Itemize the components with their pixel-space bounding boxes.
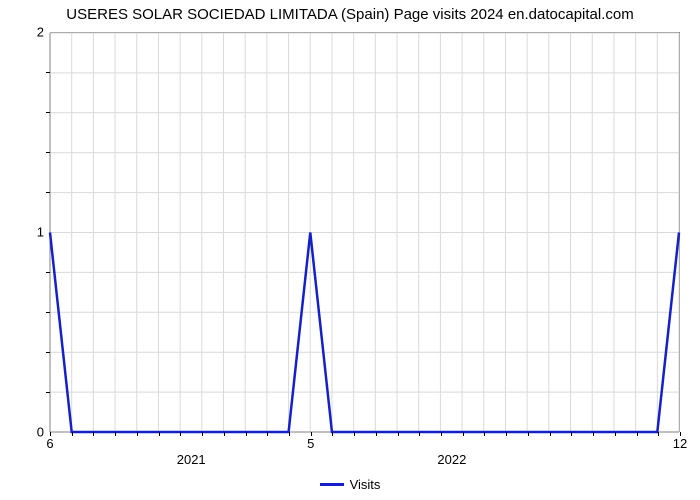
x-minor-tick xyxy=(159,432,160,436)
x-year-label: 2021 xyxy=(177,452,206,467)
x-minor-tick xyxy=(376,432,377,436)
y-minor-tick xyxy=(46,312,50,313)
x-value-label: 6 xyxy=(46,436,53,451)
x-minor-tick xyxy=(115,432,116,436)
x-minor-tick xyxy=(658,432,659,436)
x-year-label: 2022 xyxy=(437,452,466,467)
x-minor-tick xyxy=(593,432,594,436)
x-minor-tick xyxy=(550,432,551,436)
x-minor-tick xyxy=(267,432,268,436)
x-minor-tick xyxy=(398,432,399,436)
y-minor-tick xyxy=(46,272,50,273)
y-minor-tick xyxy=(46,352,50,353)
x-minor-tick xyxy=(180,432,181,436)
x-minor-tick xyxy=(419,432,420,436)
x-minor-tick xyxy=(202,432,203,436)
y-minor-tick xyxy=(46,72,50,73)
x-minor-tick xyxy=(354,432,355,436)
x-minor-tick xyxy=(484,432,485,436)
y-minor-tick xyxy=(46,112,50,113)
x-minor-tick xyxy=(246,432,247,436)
chart-title: USERES SOLAR SOCIEDAD LIMITADA (Spain) P… xyxy=(0,6,700,23)
x-value-label: 5 xyxy=(307,436,314,451)
y-minor-tick xyxy=(46,152,50,153)
x-minor-tick xyxy=(93,432,94,436)
y-tick-label: 2 xyxy=(14,25,44,40)
x-value-label: 12 xyxy=(673,436,687,451)
x-minor-tick xyxy=(332,432,333,436)
x-minor-tick xyxy=(224,432,225,436)
visits-chart: USERES SOLAR SOCIEDAD LIMITADA (Spain) P… xyxy=(0,0,700,500)
x-minor-tick xyxy=(637,432,638,436)
x-minor-tick xyxy=(289,432,290,436)
x-minor-tick xyxy=(528,432,529,436)
x-minor-tick xyxy=(506,432,507,436)
x-minor-tick xyxy=(615,432,616,436)
x-minor-tick xyxy=(441,432,442,436)
legend-label: Visits xyxy=(350,477,381,492)
y-minor-tick xyxy=(46,392,50,393)
x-minor-tick xyxy=(72,432,73,436)
legend: Visits xyxy=(0,476,700,492)
plot-area xyxy=(50,32,680,432)
y-minor-tick xyxy=(46,192,50,193)
x-minor-tick xyxy=(463,432,464,436)
chart-svg xyxy=(50,33,679,432)
legend-swatch xyxy=(320,483,344,486)
x-minor-tick xyxy=(571,432,572,436)
x-minor-tick xyxy=(137,432,138,436)
y-tick-label: 1 xyxy=(14,225,44,240)
y-tick-label: 0 xyxy=(14,425,44,440)
